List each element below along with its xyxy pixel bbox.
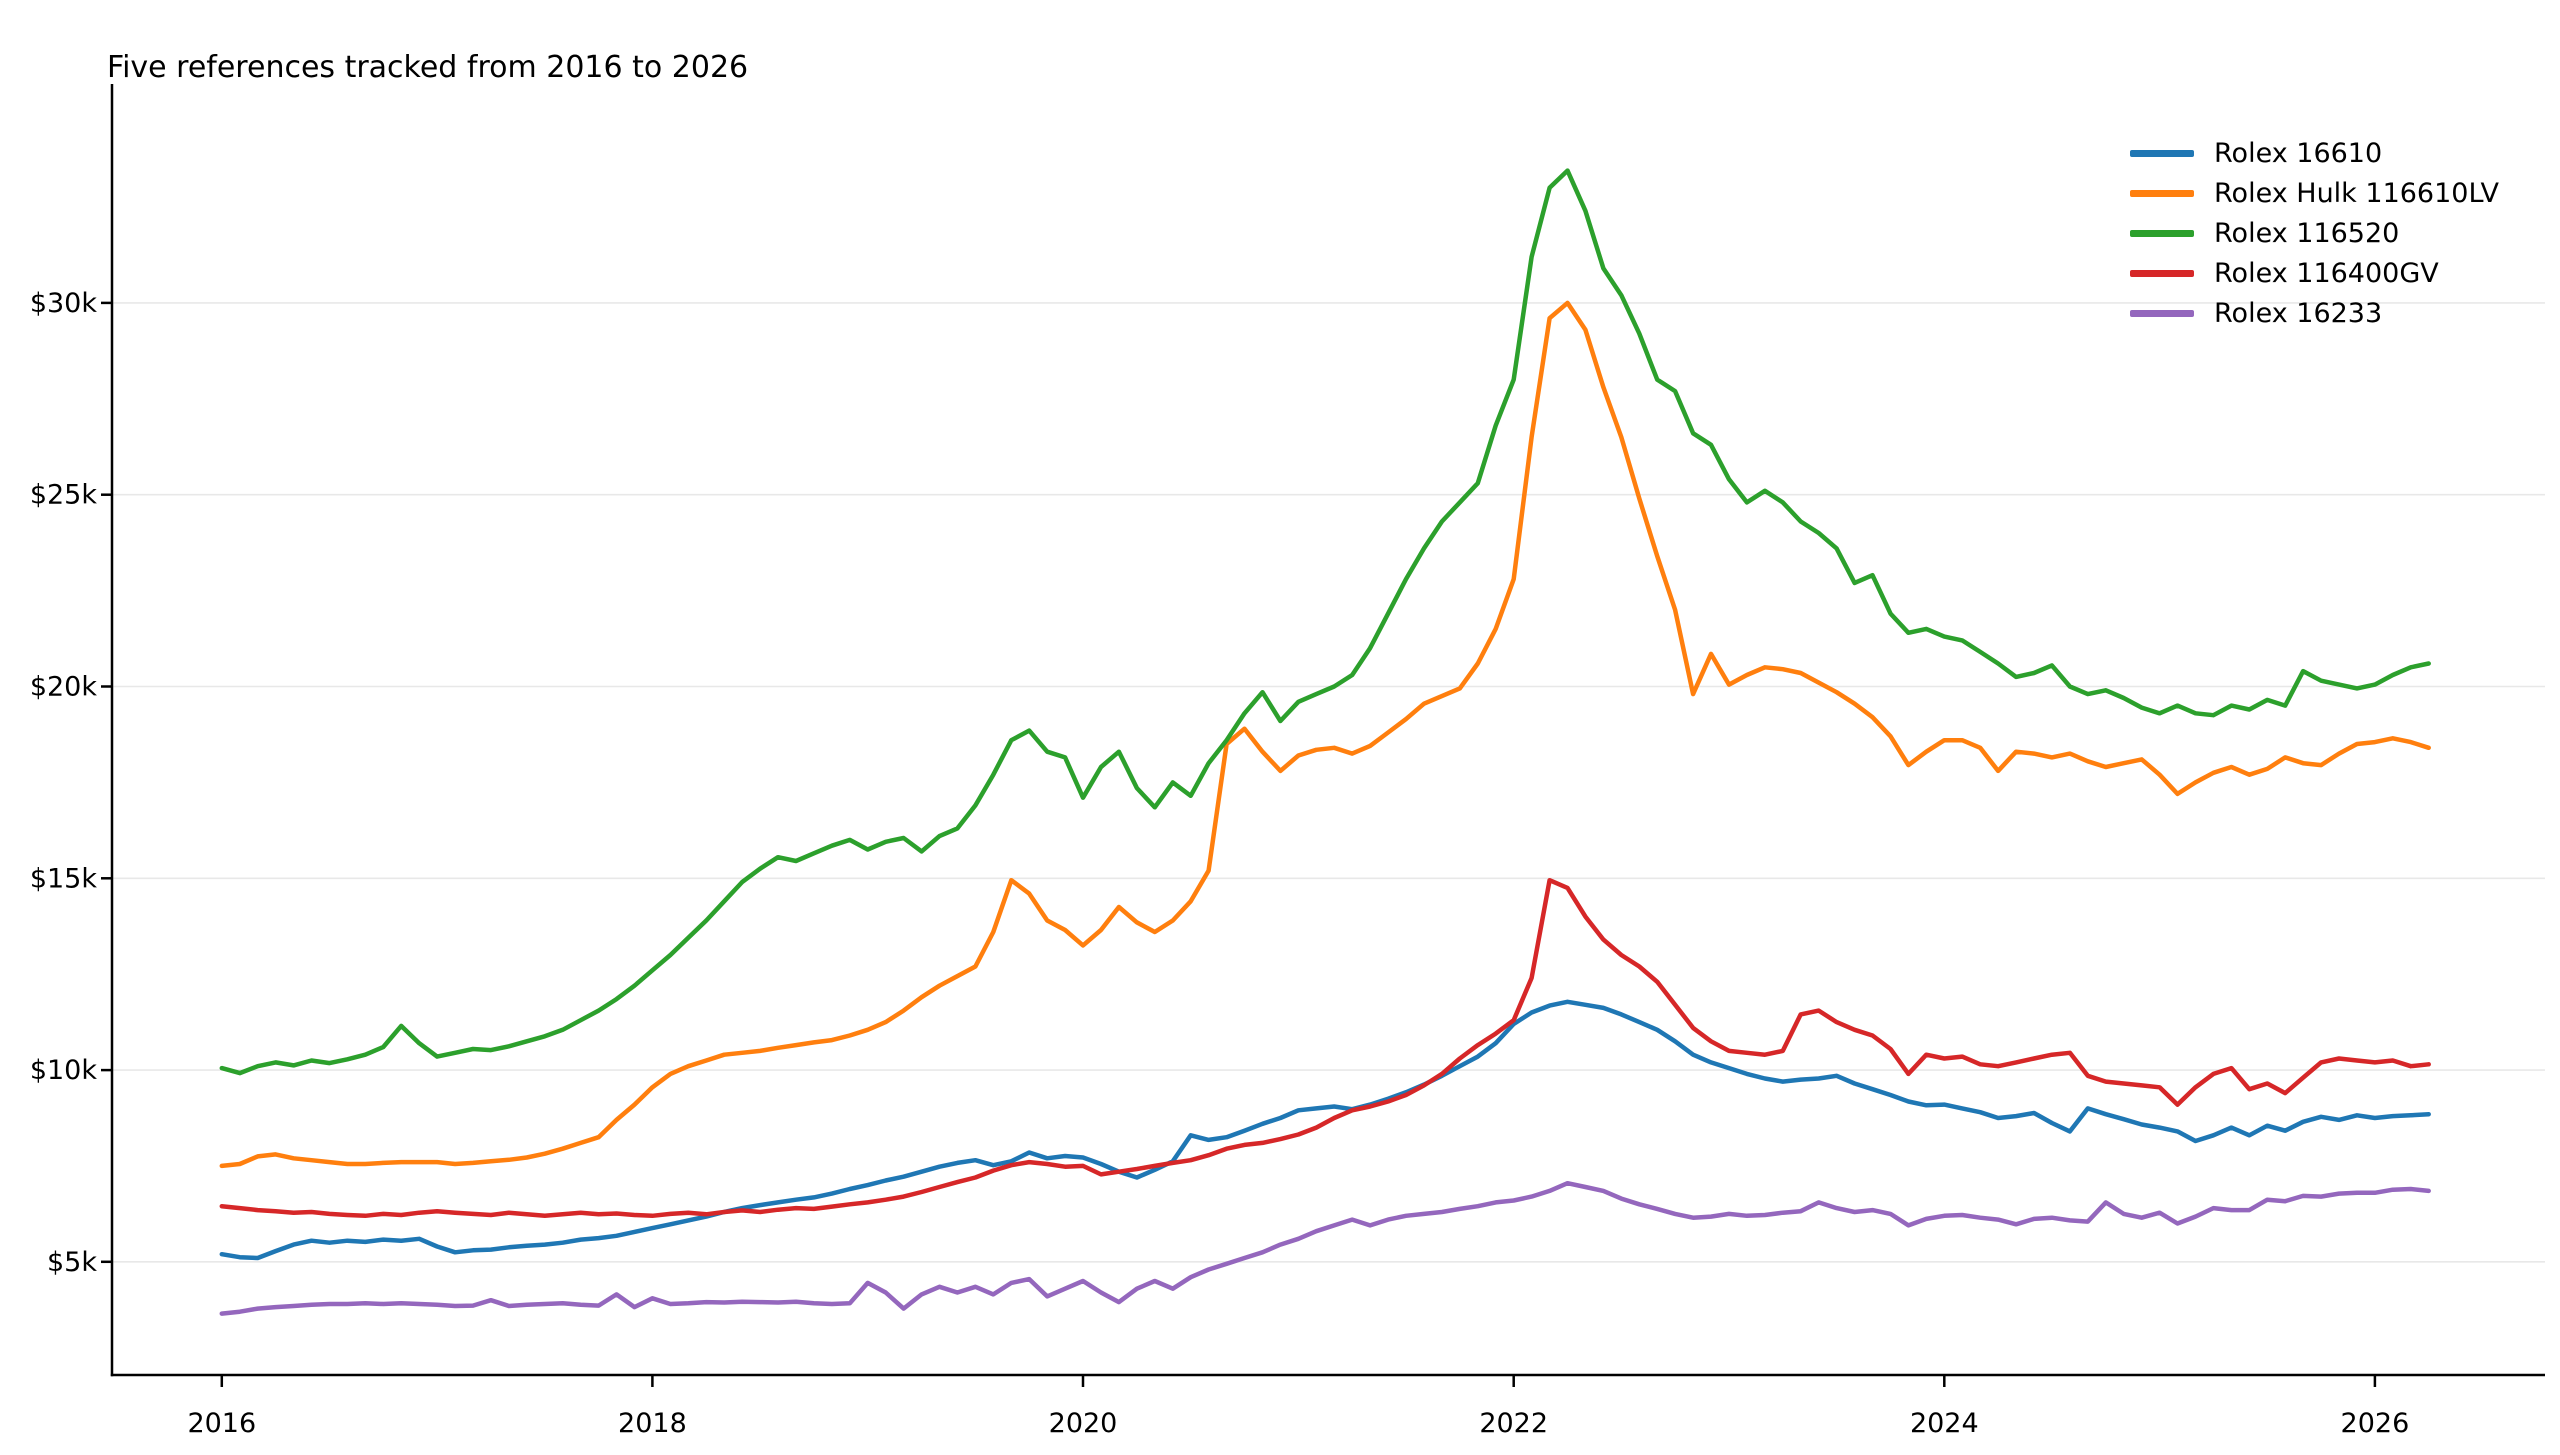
series-lines <box>219 168 2431 1316</box>
legend-line-swatch <box>2130 269 2194 277</box>
legend-line-swatch <box>2130 149 2194 157</box>
series-line-rolex-hulk-116610lv <box>219 300 2431 1169</box>
legend-item: Rolex 116520 <box>2130 213 2499 253</box>
y-tick-label: $25k <box>30 480 98 511</box>
series-line-rolex-116520 <box>219 168 2431 1076</box>
y-tick-label: $30k <box>30 288 98 319</box>
legend-item: Rolex 16233 <box>2130 293 2499 333</box>
x-tick-label: 2024 <box>1910 1408 1979 1439</box>
legend-item: Rolex Hulk 116610LV <box>2130 173 2499 213</box>
y-tick-label: $5k <box>47 1247 97 1278</box>
gridlines <box>112 302 2545 1263</box>
legend-line-swatch <box>2130 189 2194 197</box>
x-tick-label: 2016 <box>187 1408 256 1439</box>
legend-label: Rolex 116520 <box>2214 217 2400 249</box>
legend-label: Rolex 16233 <box>2214 297 2383 329</box>
series-line-rolex-116400gv <box>219 877 2431 1219</box>
x-tick-label: 2026 <box>2341 1408 2410 1439</box>
axes <box>101 84 2545 1387</box>
legend-line-swatch <box>2130 309 2194 317</box>
y-tick-label: $15k <box>30 863 98 894</box>
legend-label: Rolex 116400GV <box>2214 257 2439 289</box>
legend-item: Rolex 16610 <box>2130 133 2499 173</box>
legend-label: Rolex Hulk 116610LV <box>2214 177 2500 209</box>
series-line-rolex-16610 <box>219 999 2431 1261</box>
x-tick-label: 2020 <box>1049 1408 1118 1439</box>
legend-item: Rolex 116400GV <box>2130 253 2499 293</box>
x-tick-label: 2022 <box>1479 1408 1548 1439</box>
chart-title: Five references tracked from 2016 to 202… <box>107 50 749 85</box>
legend: Rolex 16610 Rolex Hulk 116610LV Rolex 11… <box>2130 133 2499 333</box>
series-line-rolex-16233 <box>219 1180 2431 1316</box>
tick-labels: $5k $10k $15k $20k $25k $30k 2016 2018 2020 2022 2… <box>30 288 2409 1439</box>
legend-label: Rolex 16610 <box>2214 137 2383 169</box>
y-tick-label: $10k <box>30 1055 98 1086</box>
x-tick-label: 2018 <box>618 1408 687 1439</box>
legend-line-swatch <box>2130 229 2194 237</box>
y-tick-label: $20k <box>30 672 98 703</box>
